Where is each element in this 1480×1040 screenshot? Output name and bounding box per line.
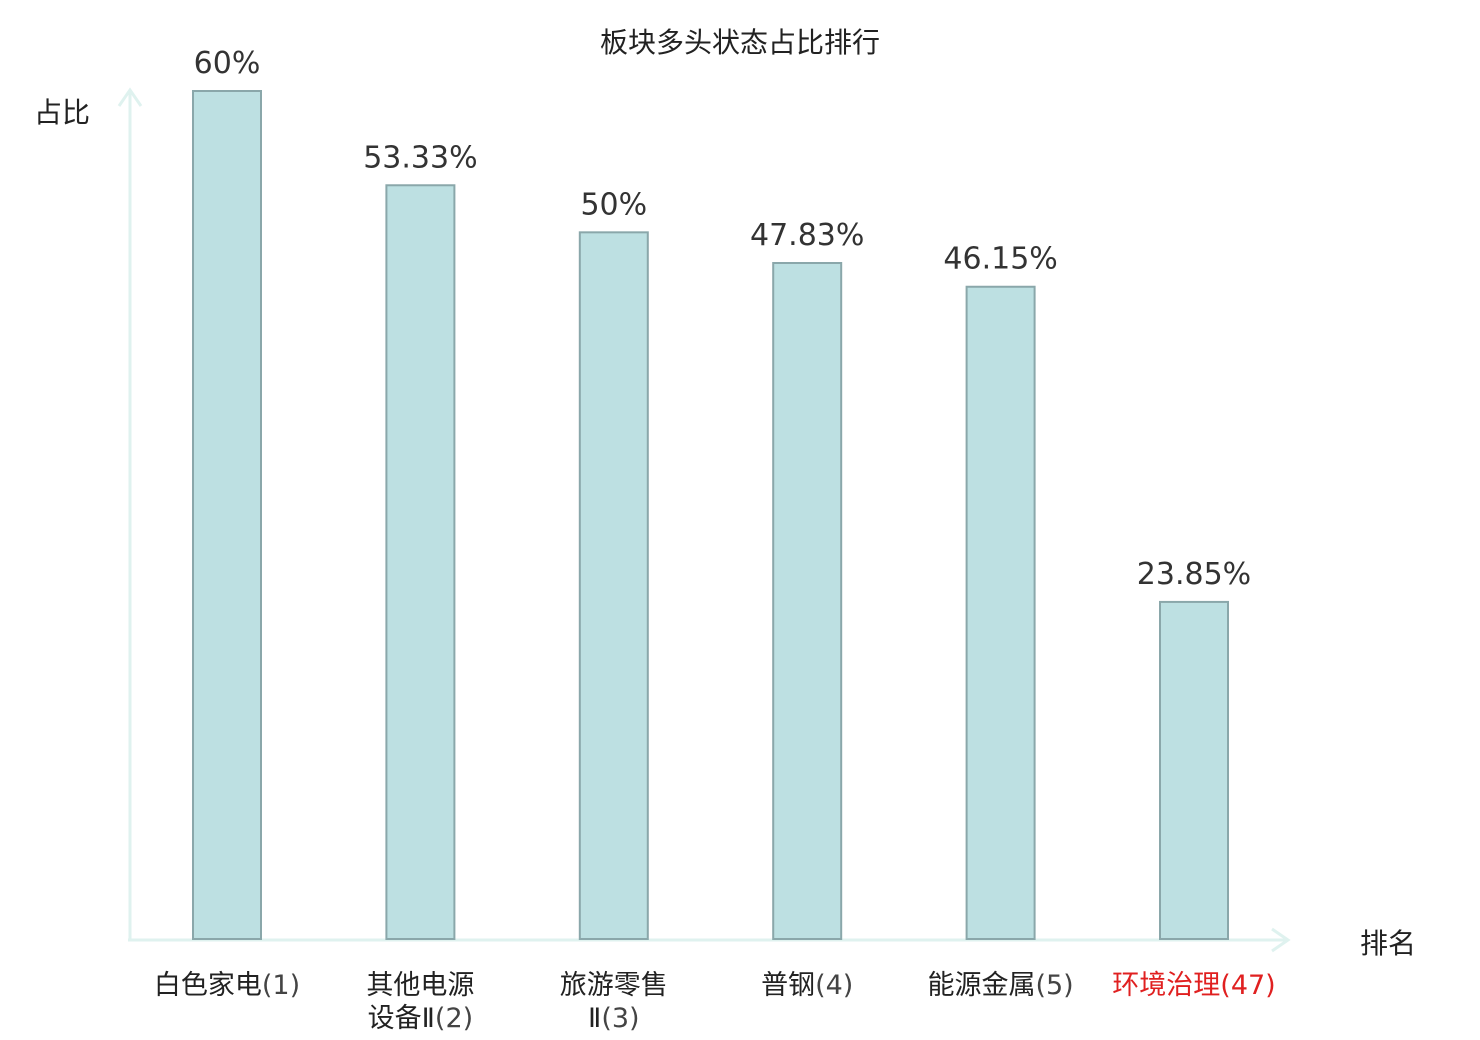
category-label-4: 普钢(4) <box>761 970 853 1001</box>
value-label-6: 23.85% <box>1137 557 1251 592</box>
value-label-2: 53.33% <box>363 140 477 175</box>
bars-group <box>192 90 1229 941</box>
bar-4 <box>772 262 843 940</box>
x-axis-arrow <box>1271 927 1291 953</box>
value-label-1: 60% <box>194 46 261 81</box>
category-label-1: 白色家电(1) <box>154 970 300 1001</box>
category-labels-group: 白色家电(1) 其他电源设备Ⅱ(2) 旅游零售 Ⅱ(3) 普钢(4) 能源金属(5) 环境治… <box>154 970 1276 1034</box>
value-label-5: 46.15% <box>943 242 1057 277</box>
x-axis-label: 排名 <box>1360 927 1416 960</box>
y-axis-arrow <box>117 87 143 107</box>
value-labels-group: 60% 53.33% 50% 47.83% 46.15% 23.85% <box>194 46 1252 592</box>
category-label-5: 能源金属(5) <box>927 970 1073 1001</box>
category-label-2: 其他电源设备Ⅱ(2) <box>366 970 474 1034</box>
bar-1 <box>192 90 262 940</box>
chart-title: 板块多头状态占比排行 <box>600 26 880 59</box>
bar-5 <box>965 285 1036 941</box>
y-axis-label: 占比 <box>34 96 90 129</box>
value-label-4: 47.83% <box>750 218 864 253</box>
bar-2 <box>385 184 456 940</box>
value-label-3: 50% <box>580 187 647 222</box>
bar-3 <box>578 231 649 941</box>
bar-6 <box>1159 600 1229 940</box>
category-label-3: 旅游零售 Ⅱ(3) <box>560 970 668 1034</box>
category-label-6: 环境治理(47) <box>1112 970 1275 1001</box>
